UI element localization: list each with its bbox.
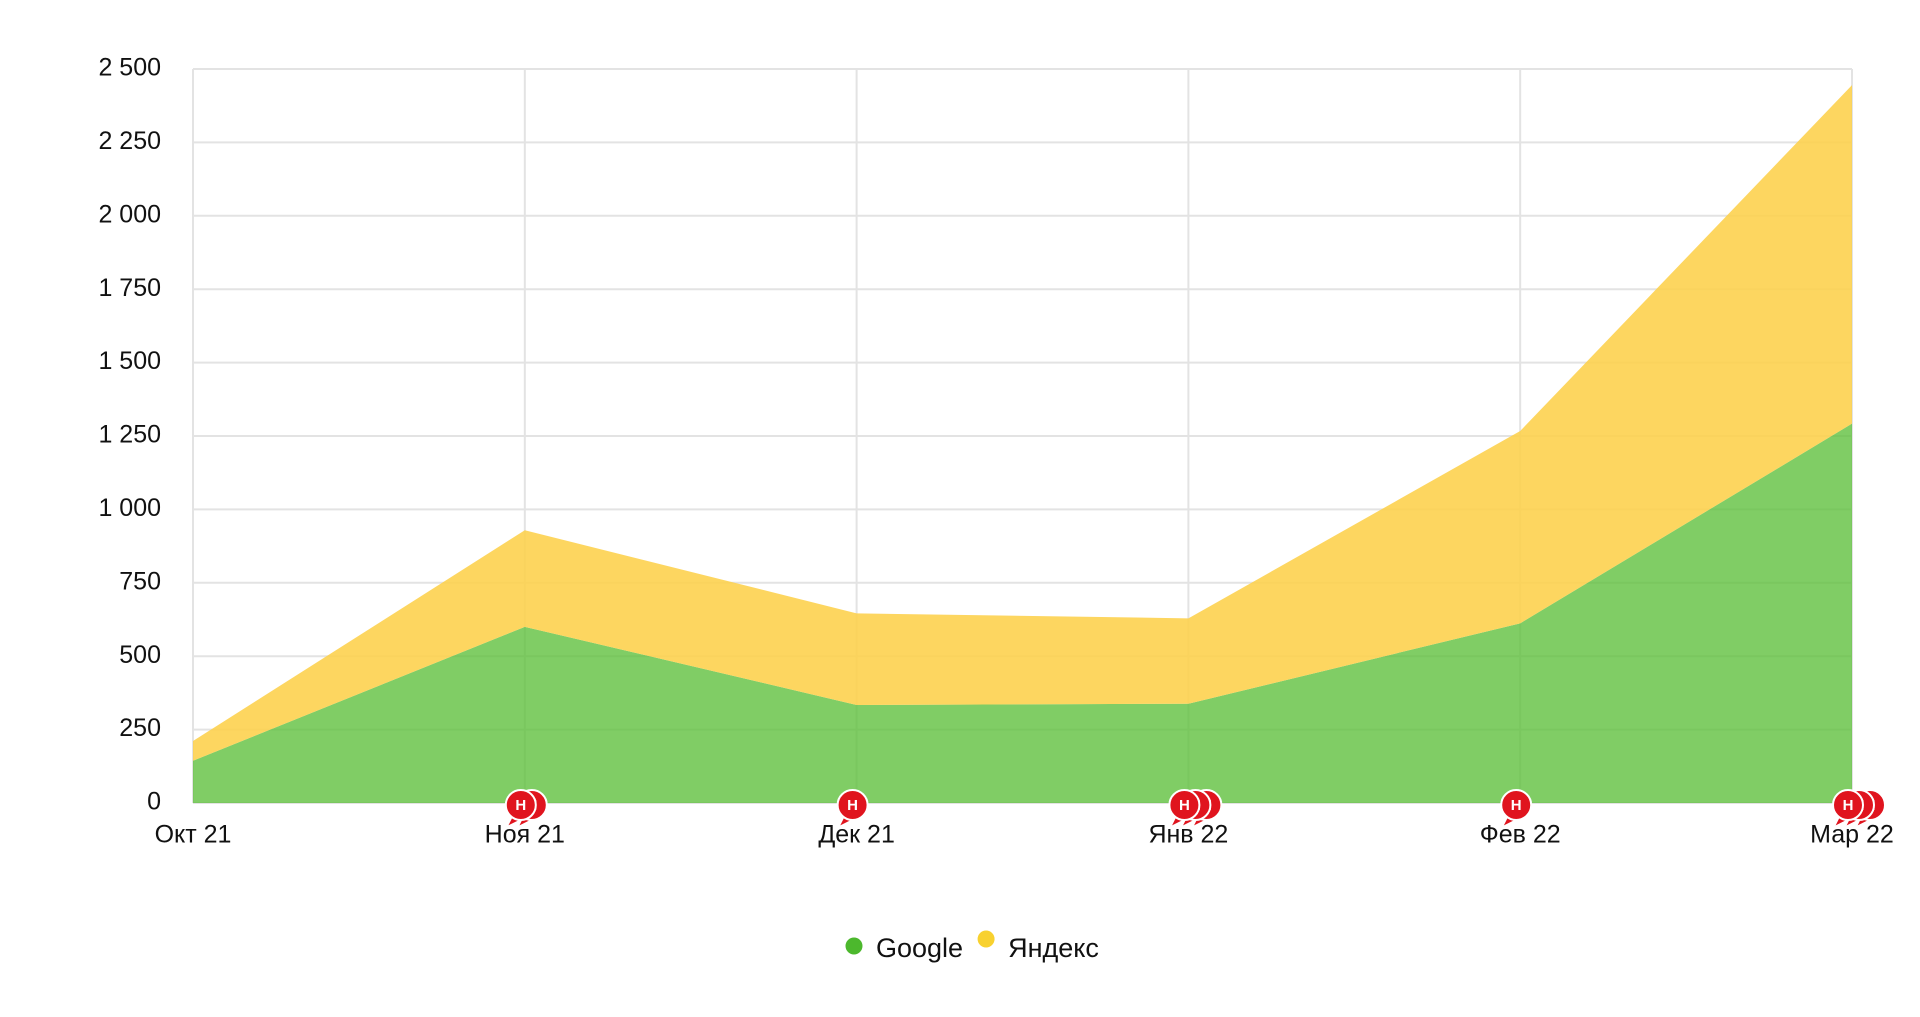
annotation-marker[interactable]: Н [504,789,537,829]
legend-dot [977,930,995,948]
marker-bubble [504,789,537,821]
y-tick-label: 1 750 [98,274,161,302]
area [193,85,1852,761]
marker-label: Н [1511,797,1522,814]
y-tick-label: 0 [147,788,161,816]
marker-label: Н [847,797,858,814]
legend-label: Google [876,933,963,963]
x-tick-label: Окт 21 [155,821,232,849]
annotation-marker[interactable]: Н [1168,789,1201,829]
y-tick-label: 1 500 [98,347,161,375]
annotation-marker[interactable]: Н [1500,789,1533,829]
x-tick-label: Ноя 21 [485,821,565,849]
marker-label: Н [515,797,526,814]
y-tick-label: 2 500 [98,54,161,82]
x-tick-label: Фев 22 [1480,821,1561,849]
y-tick-label: 2 000 [98,200,161,228]
y-tick-label: 250 [119,714,161,742]
marker-bubble [836,789,869,821]
marker-label: Н [1843,797,1854,814]
y-tick-label: 2 250 [98,127,161,155]
legend-item[interactable]: Яндекс [977,930,1099,964]
marker-bubble [1168,789,1201,821]
x-tick-label: Мар 22 [1810,821,1894,849]
marker-bubble [1832,789,1864,821]
x-tick-label: Дек 21 [818,821,895,849]
y-tick-label: 750 [119,567,161,595]
legend-label: Яндекс [1008,933,1099,963]
legend-item[interactable]: Google [845,933,964,963]
annotation-marker[interactable]: Н [1832,789,1864,829]
marker-label: Н [1179,797,1190,814]
y-tick-label: 1 250 [98,421,161,449]
x-tick-label: Янв 22 [1148,821,1228,849]
marker-bubble [1500,789,1533,821]
area [193,423,1852,803]
annotation-marker[interactable]: Н [836,789,869,829]
y-tick-label: 1 000 [98,494,161,522]
legend-dot [845,937,863,955]
y-tick-label: 500 [119,641,161,669]
